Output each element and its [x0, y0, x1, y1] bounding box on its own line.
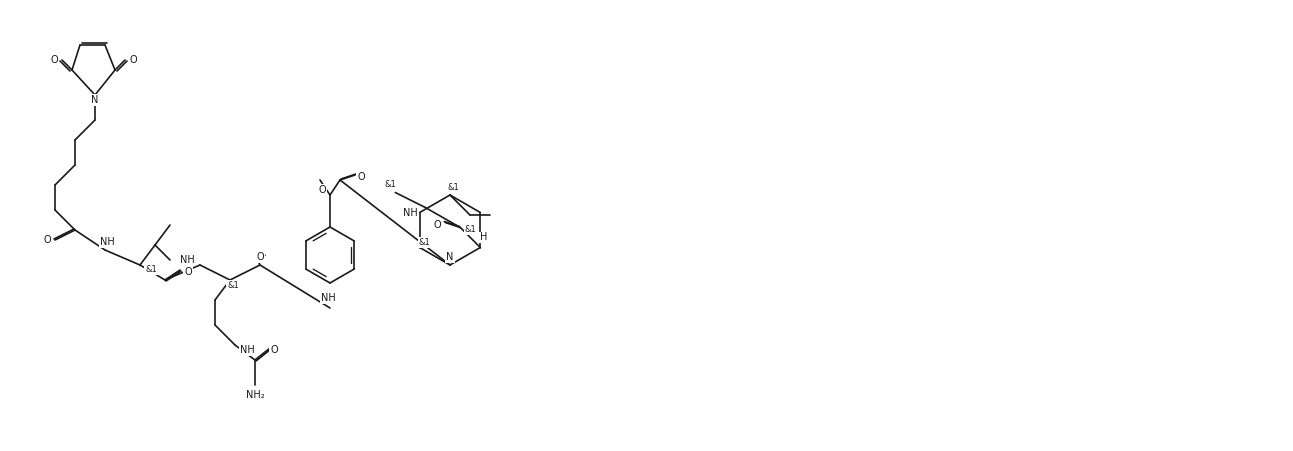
Text: N: N: [446, 252, 454, 262]
Text: NH: NH: [321, 293, 335, 303]
Text: &1: &1: [419, 238, 431, 247]
Text: NH: NH: [100, 237, 115, 247]
Text: O: O: [50, 55, 58, 65]
Text: N: N: [92, 95, 98, 105]
Text: O: O: [43, 235, 50, 245]
Text: &1: &1: [384, 180, 396, 189]
Text: O: O: [256, 252, 264, 262]
Text: H: H: [480, 233, 487, 243]
Text: NH₂: NH₂: [246, 390, 264, 400]
Text: NH: NH: [180, 255, 195, 265]
Text: O: O: [357, 172, 365, 182]
Text: O: O: [129, 55, 137, 65]
Text: &1: &1: [228, 281, 239, 290]
Text: NH: NH: [240, 345, 255, 355]
Text: &1: &1: [145, 266, 156, 275]
Text: NH: NH: [402, 207, 418, 217]
Text: O: O: [184, 267, 191, 277]
Text: &1: &1: [464, 225, 476, 234]
Text: &1: &1: [447, 183, 459, 192]
Text: O: O: [270, 345, 278, 355]
Text: O: O: [433, 220, 441, 230]
Text: O: O: [318, 185, 326, 195]
